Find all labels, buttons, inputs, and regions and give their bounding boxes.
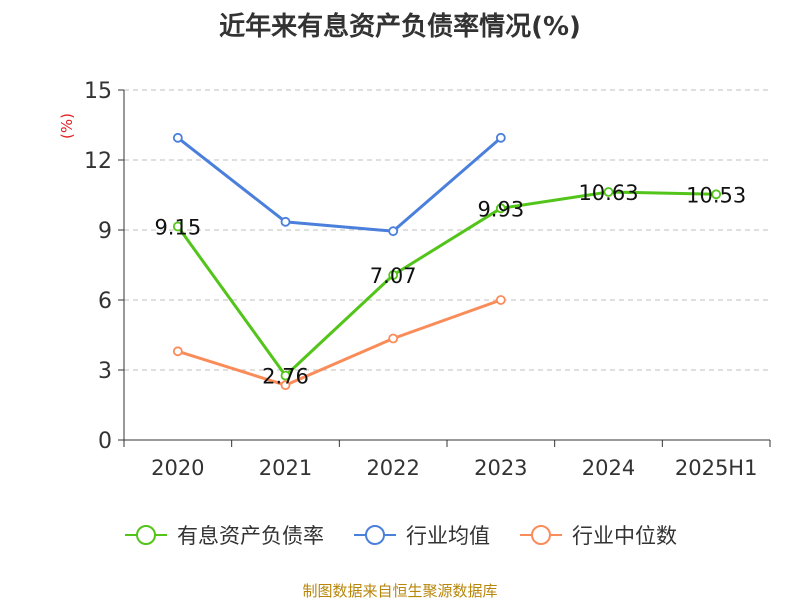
data-label: 9.15 [154, 216, 201, 240]
x-tick-label: 2025H1 [675, 456, 758, 480]
data-point [711, 189, 722, 200]
y-tick-label: 12 [84, 149, 112, 174]
x-tick-label: 2021 [259, 456, 312, 480]
data-point [495, 203, 506, 214]
legend-label: 行业均值 [406, 524, 490, 548]
x-tick-label: 2022 [366, 456, 419, 480]
series-line-2 [176, 136, 502, 233]
legend-item[interactable]: 行业中位数 [518, 520, 677, 550]
data-point [280, 380, 291, 391]
y-tick-label: 9 [98, 219, 112, 244]
legend-marker [354, 525, 396, 545]
y-tick-label: 3 [98, 359, 112, 384]
data-label: 9.93 [477, 197, 524, 221]
x-tick-label: 2023 [474, 456, 527, 480]
data-point [388, 333, 399, 344]
data-point [172, 132, 183, 143]
x-tick-label: 2024 [582, 456, 635, 480]
series-line-3 [177, 298, 502, 387]
data-point [280, 216, 291, 227]
data-point [280, 370, 291, 381]
legend: 有息资产负债率 行业均值 行业中位数 [0, 520, 800, 550]
legend-label: 行业中位数 [572, 524, 677, 548]
source-note: 制图数据来自恒生聚源数据库 [302, 582, 498, 600]
data-point [495, 132, 506, 143]
legend-label: 有息资产负债率 [177, 524, 324, 548]
data-point [172, 221, 183, 232]
data-label: 7.07 [370, 264, 417, 288]
data-point [388, 226, 399, 237]
series-line-1 [176, 190, 717, 378]
x-tick-label: 2020 [151, 456, 204, 480]
y-tick-label: 6 [98, 289, 112, 314]
chart-title: 近年来有息资产负债率情况(%) [219, 12, 581, 42]
data-label: 10.63 [578, 181, 638, 205]
legend-marker [520, 525, 562, 545]
data-point [603, 187, 614, 197]
data-point [495, 295, 506, 305]
legend-marker [125, 525, 167, 545]
legend-item[interactable]: 有息资产负债率 [123, 520, 324, 550]
legend-item[interactable]: 行业均值 [352, 520, 490, 550]
y-axis-label: (%) [58, 113, 76, 139]
y-tick-label: 15 [84, 79, 112, 104]
y-tick-label: 0 [98, 429, 112, 454]
data-label: 2.76 [262, 365, 309, 389]
data-label: 10.53 [686, 183, 746, 207]
data-point [388, 270, 399, 280]
data-point [172, 346, 183, 357]
